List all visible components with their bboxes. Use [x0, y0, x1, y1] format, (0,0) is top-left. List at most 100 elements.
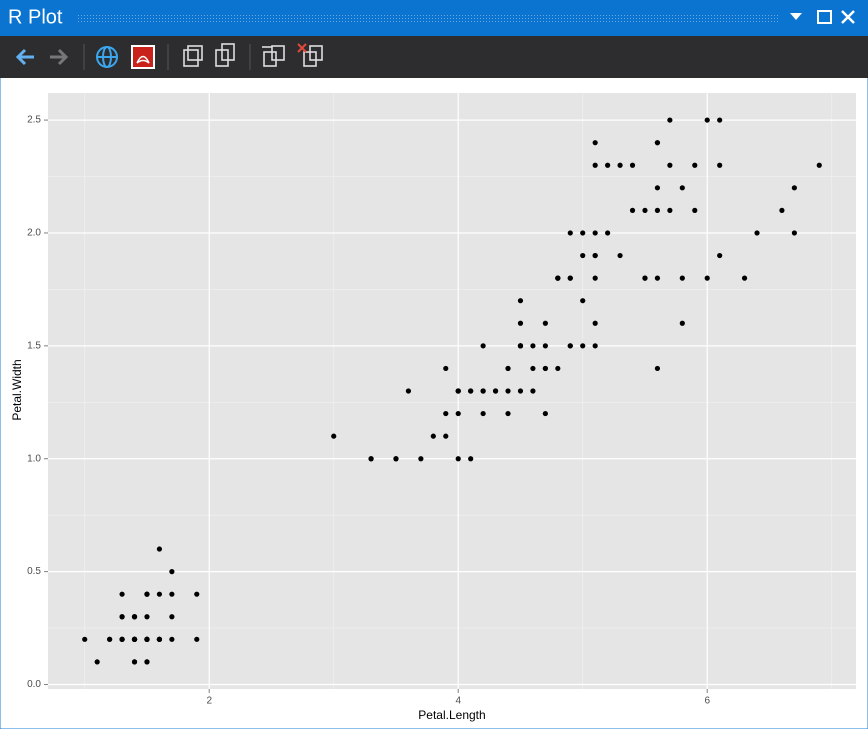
point: [592, 230, 598, 236]
y-axis-label: Petal.Width: [10, 359, 24, 420]
point: [704, 117, 710, 123]
y-tick-label: 1.0: [27, 453, 41, 464]
y-tick-label: 2.0: [27, 228, 41, 239]
point: [605, 162, 611, 168]
point: [567, 343, 573, 349]
forward-button[interactable]: [50, 48, 69, 66]
point: [580, 298, 586, 304]
title-grip: [78, 13, 778, 23]
point: [169, 636, 175, 642]
point: [580, 343, 586, 349]
point: [592, 162, 598, 168]
point: [692, 162, 698, 168]
point: [592, 320, 598, 326]
point: [629, 162, 636, 168]
maximize-button[interactable]: [817, 10, 832, 24]
point: [131, 636, 138, 642]
point: [94, 659, 100, 665]
point: [517, 320, 524, 326]
point: [82, 636, 88, 642]
point: [567, 230, 573, 236]
point: [517, 343, 524, 349]
point: [642, 275, 648, 281]
point: [468, 388, 474, 394]
pdf-button[interactable]: [131, 45, 155, 69]
point: [443, 410, 449, 417]
point: [169, 614, 175, 620]
point: [405, 388, 412, 394]
point: [654, 140, 661, 146]
point: [605, 230, 611, 236]
point: [455, 388, 461, 394]
point: [156, 636, 163, 642]
browser-button[interactable]: [96, 46, 118, 68]
y-tick-label: 2.5: [27, 115, 41, 126]
point: [119, 636, 125, 642]
point: [131, 614, 138, 620]
point: [717, 252, 723, 259]
point: [156, 546, 163, 552]
point: [592, 275, 598, 281]
point: [580, 252, 586, 259]
point: [816, 162, 822, 168]
window-title: R Plot: [8, 6, 63, 28]
point: [144, 614, 150, 620]
point: [443, 433, 449, 439]
y-tick-label: 1.5: [27, 340, 41, 351]
point: [667, 207, 673, 213]
point: [156, 591, 163, 597]
x-tick-label: 4: [455, 696, 461, 707]
point: [480, 343, 486, 349]
point: [667, 117, 673, 123]
point: [542, 343, 548, 349]
point: [119, 614, 125, 620]
point: [555, 365, 561, 372]
panel: [48, 93, 856, 689]
point: [667, 162, 673, 168]
copy-metafile-button[interactable]: [183, 45, 203, 67]
point: [492, 388, 499, 394]
point: [530, 343, 536, 349]
point: [119, 591, 125, 597]
point: [779, 207, 785, 213]
point: [393, 456, 399, 462]
dropdown-button[interactable]: [790, 13, 802, 20]
point: [741, 275, 748, 281]
point: [194, 591, 200, 597]
point: [592, 140, 598, 146]
point: [144, 636, 150, 642]
point: [654, 275, 661, 281]
point: [480, 410, 486, 417]
copy-bitmap-button[interactable]: [215, 43, 235, 67]
point: [480, 388, 486, 394]
point: [131, 659, 138, 665]
point: [679, 185, 685, 191]
point: [704, 275, 710, 281]
point: [692, 207, 698, 213]
point: [169, 591, 175, 597]
plot: Petal.Length Petal.Width 2 4 6 0.0 0.5 1.0 1.5…: [10, 93, 856, 722]
point: [754, 230, 760, 236]
point: [580, 230, 586, 236]
point: [617, 252, 623, 259]
x-tick-label: 6: [704, 696, 710, 707]
x-axis-label: Petal.Length: [418, 708, 485, 722]
close-button[interactable]: [841, 10, 855, 24]
point: [542, 320, 548, 326]
point: [679, 275, 685, 281]
point: [418, 456, 424, 462]
point: [169, 569, 175, 575]
save-plot-button[interactable]: [262, 45, 285, 67]
point: [455, 410, 461, 417]
point: [717, 117, 723, 123]
x-tick-label: 2: [206, 696, 212, 707]
point: [331, 433, 337, 439]
back-button[interactable]: [15, 48, 34, 66]
clear-plot-button[interactable]: [297, 43, 323, 67]
toolbar: [0, 36, 868, 78]
y-tick-label: 0.5: [27, 566, 41, 577]
point: [567, 275, 573, 281]
point: [505, 410, 511, 417]
point: [654, 185, 661, 191]
point: [555, 275, 561, 281]
